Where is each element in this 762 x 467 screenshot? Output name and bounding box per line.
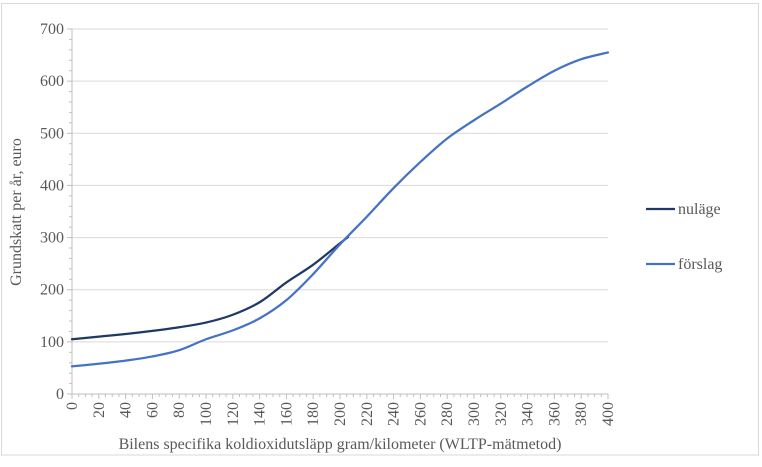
- x-axis-tick-label: 220: [359, 402, 376, 426]
- x-axis-tick-label: 380: [573, 402, 590, 426]
- y-axis-tick-label: 300: [40, 230, 64, 247]
- x-axis-tick-label: 80: [171, 402, 188, 418]
- x-axis-tick-label: 360: [546, 402, 563, 426]
- legend-item-nulage: nuläge: [646, 201, 721, 218]
- axis-tick-labels: 0 100 200 300 400 500 600 700 0 20 40 60 80 100 120 140…: [40, 21, 617, 426]
- series-line-nulage: [70, 235, 350, 341]
- x-axis-tick-label: 300: [466, 402, 483, 426]
- x-axis-title: Bilens specifika koldioxidutsläpp gram/k…: [119, 436, 562, 453]
- x-axis-tick-label: 120: [225, 402, 242, 426]
- y-axis-tick-label: 700: [40, 21, 64, 38]
- y-axis-tick-label: 400: [40, 177, 64, 194]
- y-axis-tick-label: 100: [40, 334, 64, 351]
- x-axis-tick-label: 200: [332, 402, 349, 426]
- x-axis-tick-label: 20: [91, 402, 108, 418]
- legend: nuläge förslag: [646, 201, 722, 273]
- x-axis-tick-label: 280: [439, 402, 456, 426]
- x-axis-tick-label: 40: [118, 402, 135, 418]
- x-axis-tick-label: 60: [144, 402, 161, 418]
- x-axis-tick-label: 100: [198, 402, 215, 426]
- x-axis-tick-label: 260: [412, 402, 429, 426]
- y-axis-tick-label: 600: [40, 73, 64, 90]
- legend-label-nulage: nuläge: [678, 201, 721, 218]
- y-axis-tick-label: 0: [56, 386, 64, 403]
- x-axis-tick-label: 340: [520, 402, 537, 426]
- x-axis-tick-label: 140: [252, 402, 269, 426]
- x-axis-tick-label: 320: [493, 402, 510, 426]
- axis-ticks: [67, 28, 609, 399]
- x-axis-tick-label: 400: [600, 402, 617, 426]
- x-axis-tick-label: 0: [64, 402, 81, 410]
- x-axis-tick-label: 160: [278, 402, 295, 426]
- x-axis-tick-label: 240: [386, 402, 403, 426]
- y-axis-tick-label: 200: [40, 282, 64, 299]
- chart-border: [1, 3, 759, 456]
- series-line-forslag: [70, 51, 610, 368]
- gridlines: [72, 28, 608, 343]
- legend-item-forslag: förslag: [646, 256, 722, 273]
- x-axis-tick-label: 180: [305, 402, 322, 426]
- y-axis-tick-label: 500: [40, 125, 64, 142]
- y-axis-title: Grundskatt per år, euro: [8, 138, 25, 286]
- legend-label-forslag: förslag: [678, 256, 722, 273]
- series-lines: [70, 51, 610, 368]
